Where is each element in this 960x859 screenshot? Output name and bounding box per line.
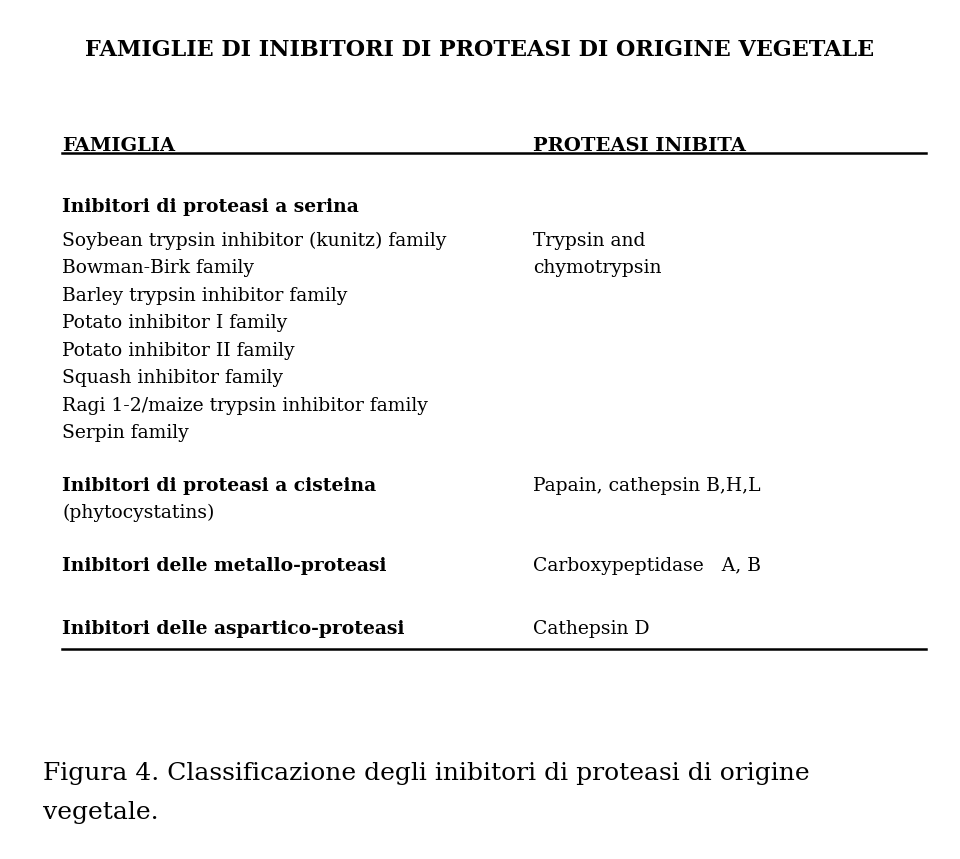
Text: Ragi 1-2/maize trypsin inhibitor family: Ragi 1-2/maize trypsin inhibitor family bbox=[62, 397, 428, 415]
Text: Inibitori delle metallo-proteasi: Inibitori delle metallo-proteasi bbox=[62, 557, 387, 575]
Text: Trypsin and: Trypsin and bbox=[533, 232, 645, 250]
Text: Potato inhibitor II family: Potato inhibitor II family bbox=[62, 342, 295, 360]
Text: Inibitori di proteasi a serina: Inibitori di proteasi a serina bbox=[62, 198, 359, 216]
Text: Inibitori di proteasi a cisteina: Inibitori di proteasi a cisteina bbox=[62, 477, 376, 495]
Text: Bowman-Birk family: Bowman-Birk family bbox=[62, 259, 254, 277]
Text: chymotrypsin: chymotrypsin bbox=[533, 259, 661, 277]
Text: Soybean trypsin inhibitor (kunitz) family: Soybean trypsin inhibitor (kunitz) famil… bbox=[62, 232, 446, 250]
Text: Cathepsin D: Cathepsin D bbox=[533, 620, 649, 638]
Text: Squash inhibitor family: Squash inhibitor family bbox=[62, 369, 283, 387]
Text: Barley trypsin inhibitor family: Barley trypsin inhibitor family bbox=[62, 287, 348, 305]
Text: Inibitori delle aspartico-proteasi: Inibitori delle aspartico-proteasi bbox=[62, 620, 405, 638]
Text: Potato inhibitor I family: Potato inhibitor I family bbox=[62, 314, 288, 332]
Text: Carboxypeptidase   A, B: Carboxypeptidase A, B bbox=[533, 557, 761, 575]
Text: FAMIGLIA: FAMIGLIA bbox=[62, 137, 176, 155]
Text: FAMIGLIE DI INIBITORI DI PROTEASI DI ORIGINE VEGETALE: FAMIGLIE DI INIBITORI DI PROTEASI DI ORI… bbox=[85, 39, 875, 61]
Text: Papain, cathepsin B,H,L: Papain, cathepsin B,H,L bbox=[533, 477, 760, 495]
Text: Figura 4. Classificazione degli inibitori di proteasi di origine: Figura 4. Classificazione degli inibitor… bbox=[43, 762, 810, 785]
Text: PROTEASI INIBITA: PROTEASI INIBITA bbox=[533, 137, 746, 155]
Text: Serpin family: Serpin family bbox=[62, 424, 189, 442]
Text: vegetale.: vegetale. bbox=[43, 801, 158, 824]
Text: (phytocystatins): (phytocystatins) bbox=[62, 504, 215, 522]
